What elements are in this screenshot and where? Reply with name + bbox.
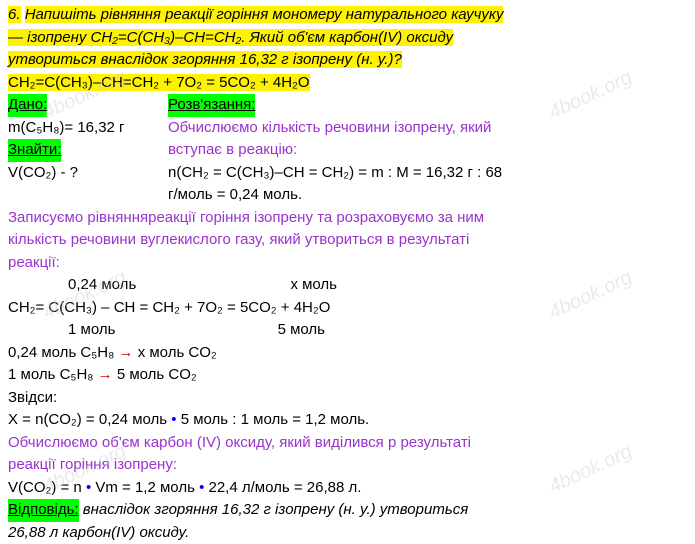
solution-step: кількість речовини вуглекислого газу, як… <box>8 229 687 252</box>
mol-row: 0,24 моль х моль <box>8 274 687 297</box>
problem-number: 6. <box>8 6 21 23</box>
mol-value: 0,24 моль <box>8 276 136 293</box>
given-mass: m(C₅H₈)= 16,32 г <box>8 117 168 140</box>
solution-label: Розв'язання: <box>168 94 255 117</box>
answer-block: Відповідь: внаслідок згоряння 16,32 г із… <box>8 499 687 544</box>
mol-value: 1 моль <box>8 321 115 338</box>
calc-text: V(CO₂) = n <box>8 479 82 496</box>
ratio-line: 0,24 моль C₅H₈ → х моль CO₂ <box>8 342 687 365</box>
calc-text: Vm = 1,2 моль <box>95 479 195 496</box>
calc-text: X = n(CO₂) = 0,24 моль <box>8 411 167 428</box>
find-volume: V(CO₂) - ? <box>8 162 168 185</box>
volume-calculation: V(CO₂) = n • Vm = 1,2 моль • 22,4 л/моль… <box>8 477 687 500</box>
bullet-icon: • <box>199 479 204 496</box>
solution-step: реакції: <box>8 252 687 275</box>
x-calculation: X = n(CO₂) = 0,24 моль • 5 моль : 1 моль… <box>8 409 687 432</box>
reaction-equation: CH₂= C(CH₃) – CH = CH₂ + 7O₂ = 5CO₂ + 4H… <box>8 297 687 320</box>
arrow-icon: → <box>119 344 134 361</box>
calc-text: 5 моль : 1 моль = 1,2 моль. <box>181 411 369 428</box>
problem-text: Напишіть рівняння реакції горіння мономе… <box>25 6 504 23</box>
problem-text: — ізопрену CH₂=C(CH₃)–CH=CH₂. Який об'єм… <box>8 29 453 46</box>
solution-step: Обчислюємо об'єм карбон (IV) оксиду, яки… <box>8 432 687 455</box>
hence-label: Звідси: <box>8 387 687 410</box>
problem-text: утвориться внаслідок згоряння 16,32 г із… <box>8 51 402 68</box>
mol-value: 5 моль <box>278 321 325 338</box>
bullet-icon: • <box>86 479 91 496</box>
find-label: Знайти: <box>8 139 61 162</box>
ratio-right: 5 моль CO₂ <box>117 366 197 383</box>
solution-step: вступає в реакцію: <box>168 139 687 162</box>
bullet-icon: • <box>171 411 176 428</box>
answer-text: внаслідок згоряння 16,32 г ізопрену (н. … <box>83 501 468 518</box>
given-label: Дано: <box>8 94 47 117</box>
given-solution-row: Дано: Розв'язання: <box>8 94 687 117</box>
mol-value: х моль <box>290 276 337 293</box>
solution-step: реакції горіння ізопрену: <box>8 454 687 477</box>
solution-step: Записуємо рівнянняреакції горіння ізопре… <box>8 207 687 230</box>
problem-statement: 6. Напишіть рівняння реакції горіння мон… <box>8 4 687 94</box>
ratio-left: 0,24 моль C₅H₈ <box>8 344 114 361</box>
ratio-left: 1 моль C₅H₈ <box>8 366 94 383</box>
solution-calc: n(CH₂ = C(CH₃)–CH = CH₂) = m : M = 16,32… <box>168 162 687 185</box>
ratio-line: 1 моль C₅H₈ → 5 моль CO₂ <box>8 364 687 387</box>
answer-label: Відповідь: <box>8 499 79 522</box>
problem-equation: CH₂=C(CH₃)–CH=CH₂ + 7O₂ = 5CO₂ + 4H₂O <box>8 74 310 91</box>
mol-row: 1 моль 5 моль <box>8 319 687 342</box>
calc-text: 22,4 л/моль = 26,88 л. <box>209 479 362 496</box>
arrow-icon: → <box>98 366 113 383</box>
solution-calc: г/моль = 0,24 моль. <box>168 184 687 207</box>
solution-step: Обчислюємо кількість речовини ізопрену, … <box>168 117 687 140</box>
data-row: m(C₅H₈)= 16,32 г Знайти: V(CO₂) - ? Обчи… <box>8 117 687 207</box>
ratio-right: х моль CO₂ <box>138 344 217 361</box>
answer-text: 26,88 л карбон(IV) оксиду. <box>8 524 189 541</box>
